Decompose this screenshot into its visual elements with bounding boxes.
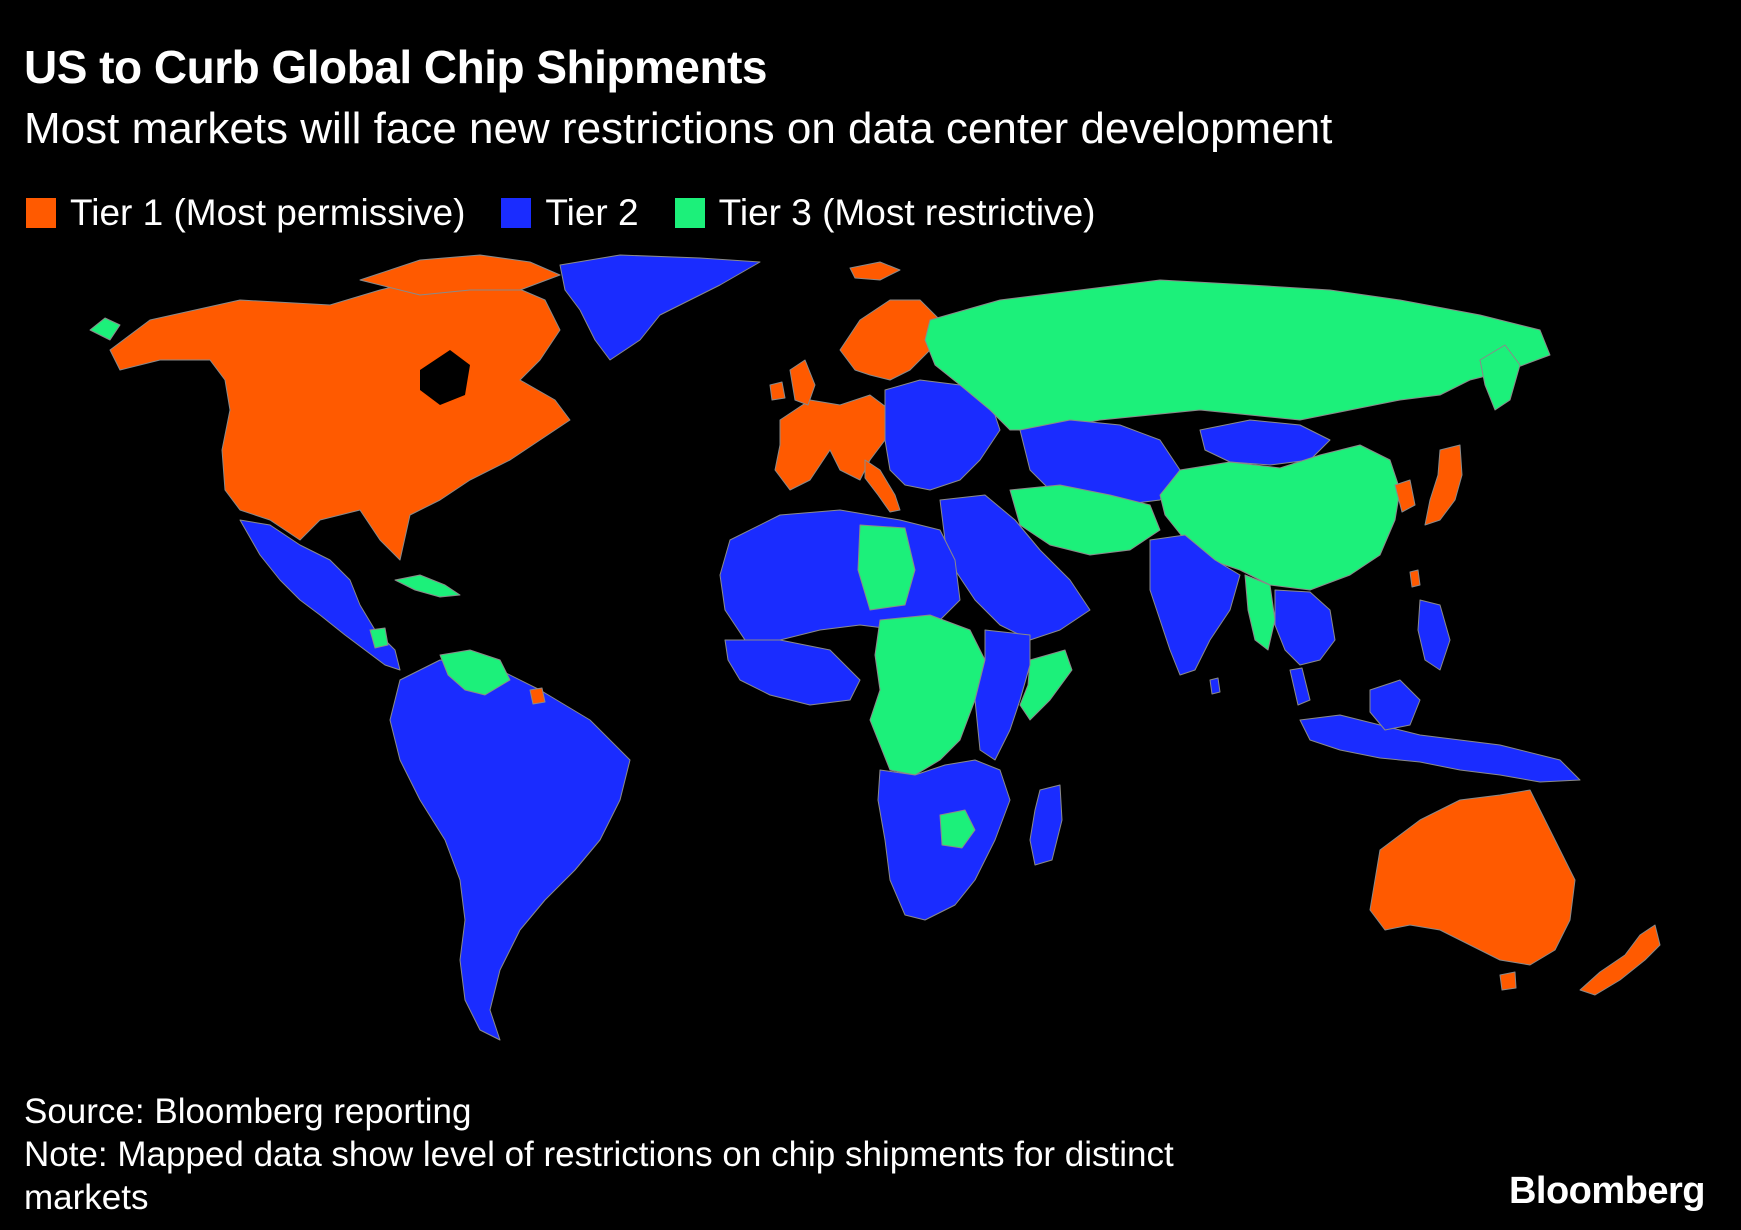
- region-french-guiana: [529, 687, 546, 705]
- region-kamchatka: [1479, 344, 1521, 411]
- legend-label-tier2: Tier 2: [545, 192, 639, 233]
- world-map-svg: [89, 254, 1661, 1041]
- region-tasmania: [1499, 971, 1517, 991]
- legend: Tier 1 (Most permissive) Tier 2 Tier 3 (…: [26, 192, 1132, 234]
- region-western-europe: [774, 394, 891, 491]
- legend-item-tier3: Tier 3 (Most restrictive): [674, 192, 1096, 234]
- region-alaska-tip: [89, 317, 121, 341]
- chart-subtitle: Most markets will face new restrictions …: [24, 104, 1333, 153]
- region-central-africa: [869, 614, 986, 776]
- legend-item-tier2: Tier 2: [501, 192, 639, 234]
- region-south-america: [389, 659, 631, 1041]
- region-caribbean: [369, 627, 389, 649]
- region-greenland: [559, 254, 761, 361]
- world-map: [0, 250, 1741, 1070]
- region-venezuela: [439, 649, 511, 696]
- region-iceland: [849, 261, 901, 281]
- region-mexico-central-america: [239, 519, 401, 671]
- legend-item-tier1: Tier 1 (Most permissive): [26, 192, 465, 234]
- region-sri-lanka: [1209, 677, 1221, 695]
- region-madagascar: [1029, 784, 1063, 866]
- region-taiwan: [1409, 569, 1421, 588]
- legend-label-tier1: Tier 1 (Most permissive): [70, 192, 466, 233]
- region-new-zealand: [1579, 924, 1661, 996]
- footer: Source: Bloomberg reporting Note: Mapped…: [24, 1090, 1324, 1219]
- region-east-africa: [974, 629, 1031, 761]
- region-indonesia: [1299, 714, 1581, 783]
- region-india: [1149, 534, 1241, 676]
- region-borneo: [1369, 679, 1421, 731]
- region-zimbabwe: [939, 809, 976, 849]
- note-text: Note: Mapped data show level of restrict…: [24, 1135, 1174, 1217]
- source-text: Source: Bloomberg reporting: [24, 1092, 472, 1131]
- region-west-africa: [724, 639, 861, 706]
- region-cuba: [394, 574, 461, 598]
- region-russia: [924, 279, 1551, 431]
- legend-label-tier3: Tier 3 (Most restrictive): [718, 192, 1096, 233]
- region-somalia: [1019, 649, 1073, 721]
- region-eastern-europe: [884, 379, 1001, 491]
- legend-swatch-tier1: [26, 198, 56, 228]
- legend-swatch-tier3: [674, 198, 705, 228]
- region-libya: [857, 524, 916, 611]
- region-malaysia: [1289, 667, 1311, 706]
- region-australia: [1369, 789, 1576, 966]
- region-uk-ireland: [769, 359, 816, 406]
- region-arctic-islands: [359, 254, 561, 296]
- bloomberg-logo: Bloomberg: [1508, 1170, 1706, 1212]
- region-central-asia: [1019, 419, 1181, 506]
- region-japan: [1424, 444, 1463, 526]
- region-north-america: [109, 274, 571, 561]
- region-southeast-asia: [1274, 589, 1336, 666]
- legend-swatch-tier2: [501, 198, 532, 228]
- region-italy: [864, 459, 901, 513]
- region-iran-afghanistan: [1009, 484, 1161, 556]
- chart-title: US to Curb Global Chip Shipments: [24, 41, 768, 93]
- region-philippines: [1417, 599, 1451, 671]
- region-korea: [1394, 479, 1416, 513]
- region-myanmar: [1244, 574, 1276, 651]
